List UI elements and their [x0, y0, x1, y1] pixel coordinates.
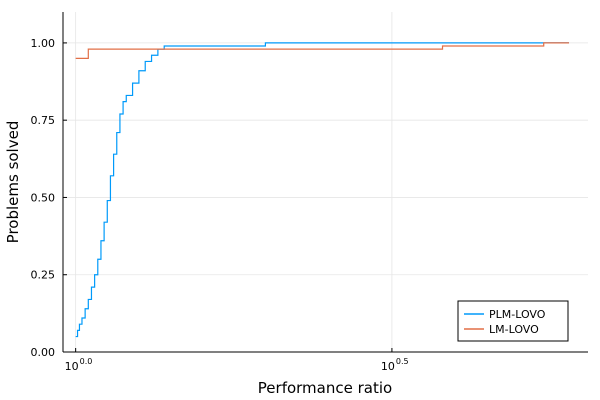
legend-box — [457, 300, 569, 342]
legend: PLM-LOVO LM-LOVO — [457, 300, 569, 342]
x-tick-label: 10 — [381, 360, 395, 373]
y-tick-label: 0.25 — [31, 269, 56, 282]
series-line-lm-lovo — [75, 42, 570, 59]
axes — [62, 12, 588, 353]
series-line-plm-lovo — [75, 42, 570, 338]
series — [75, 42, 570, 338]
y-tick-label: 0.75 — [31, 114, 56, 127]
y-tick-label: 0.00 — [31, 346, 56, 359]
y-axis-title: Problems solved — [4, 121, 22, 244]
x-tick-label: 10 — [65, 360, 79, 373]
x-axis-title: Performance ratio — [258, 379, 392, 397]
legend-label: PLM-LOVO — [489, 308, 546, 321]
x-tick-exponent: 0.5 — [396, 357, 409, 366]
y-tick-label: 0.50 — [31, 191, 56, 204]
y-tick-label: 1.00 — [31, 37, 56, 50]
legend-label: LM-LOVO — [489, 323, 539, 336]
x-tick-exponent: 0.0 — [80, 357, 93, 366]
